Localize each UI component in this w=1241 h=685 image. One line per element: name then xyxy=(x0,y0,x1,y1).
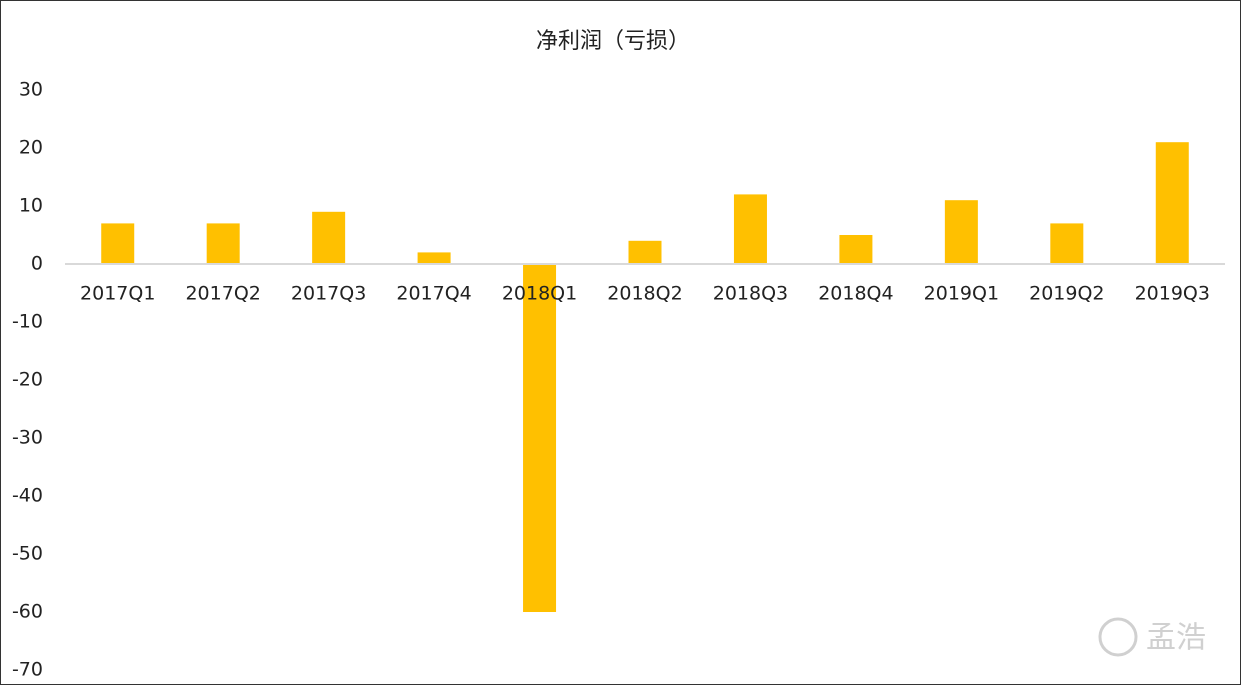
bar xyxy=(628,240,662,264)
y-tick-label: -60 xyxy=(12,601,43,623)
bar xyxy=(839,235,873,264)
x-tick-label: 2018Q2 xyxy=(607,283,682,305)
x-tick-label: 2018Q3 xyxy=(713,283,788,305)
bar xyxy=(312,211,346,264)
watermark: 孟浩 xyxy=(1146,621,1206,656)
y-tick-label: -20 xyxy=(12,369,43,391)
y-tick-label: 20 xyxy=(19,137,43,159)
y-tick-label: 0 xyxy=(31,253,43,275)
bar xyxy=(1155,142,1189,264)
y-tick-label: 30 xyxy=(19,79,43,101)
x-tick-label: 2017Q4 xyxy=(396,283,471,305)
bar xyxy=(417,252,451,264)
bar xyxy=(944,200,978,264)
y-tick-label: -50 xyxy=(12,543,43,565)
watermark-icon xyxy=(1098,617,1138,657)
y-tick-label: -10 xyxy=(12,311,43,333)
x-tick-label: 2019Q2 xyxy=(1029,283,1104,305)
bar xyxy=(523,264,557,612)
y-tick-label: -40 xyxy=(12,485,43,507)
y-tick-label: 10 xyxy=(19,195,43,217)
y-tick-label: -70 xyxy=(12,659,43,681)
bar xyxy=(733,194,767,264)
x-tick-label: 2018Q4 xyxy=(818,283,893,305)
bar xyxy=(206,223,240,264)
x-tick-label: 2017Q3 xyxy=(291,283,366,305)
y-tick-label: -30 xyxy=(12,427,43,449)
bar xyxy=(1050,223,1084,264)
bar xyxy=(101,223,135,264)
x-tick-label: 2017Q1 xyxy=(80,283,155,305)
x-tick-label: 2018Q1 xyxy=(502,283,577,305)
chart-title: 净利润（亏损） xyxy=(536,29,690,54)
x-tick-label: 2017Q2 xyxy=(185,283,260,305)
x-tick-label: 2019Q3 xyxy=(1135,283,1210,305)
x-tick-label: 2019Q1 xyxy=(924,283,999,305)
